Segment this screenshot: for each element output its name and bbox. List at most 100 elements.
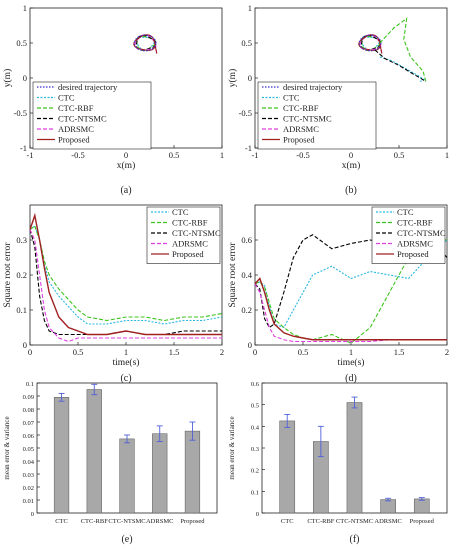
series-line-ctc-ntsmc (29, 229, 222, 336)
chart-panel-b: -1 -0.5 0 0.5 1 -1 -0.5 0 0.5 1 x(m) y(m) desired tr… (227, 3, 449, 196)
chart-panel-a: -1 -0.5 0 0.5 1 -1 -0.5 0 0.5 1 x(m) y(m) desired tr… (2, 3, 224, 196)
x-axis-label: time(s) (338, 357, 365, 368)
legend-entry: Proposed (172, 249, 204, 259)
y-tick-label: 0.1 (16, 305, 27, 315)
drift-ctc-rbf (379, 17, 427, 82)
chart-panel-e: 0 0.01 0.02 0.03 0.04 0.05 0.06 0.07 0.08 0.09 0.1… (3, 381, 218, 545)
chart-panel-d: 0 0.2 0.4 0.6 0 0.5 1 1.5 2 time(s) Square root er… (228, 204, 449, 384)
x-tick-label: 0 (124, 150, 128, 160)
bar (86, 389, 102, 514)
panel-caption: (a) (120, 185, 131, 196)
y-tick-label: 1 (23, 3, 27, 13)
y-tick-label: -0.5 (239, 108, 252, 118)
legend-entry: CTC-NTSMC (172, 228, 221, 238)
y-axis-label: mean error & variance (3, 416, 11, 479)
y-tick-label: 0.04 (23, 459, 35, 466)
x-tick-label: 1 (124, 347, 128, 357)
legend-entry: ADRSMC (283, 124, 319, 134)
legend-entry: CTC-RBF (172, 218, 208, 228)
y-tick-label: 0.4 (251, 424, 260, 431)
category-label: CTC-RBF (307, 518, 334, 525)
y-tick-label: -1 (245, 143, 252, 153)
legend-entry: CTC (397, 207, 414, 217)
y-tick-label: 0 (248, 340, 252, 350)
legend-entry: CTC-RBF (58, 103, 94, 113)
category-label: ADRSMC (146, 518, 173, 525)
bar (152, 433, 168, 514)
category-label: CTC (281, 518, 294, 525)
x-tick-label: 1 (220, 150, 224, 160)
y-tick-label: 0.2 (241, 305, 252, 315)
y-tick-label: 0.6 (241, 235, 252, 245)
x-tick-label: 1.5 (169, 347, 180, 357)
x-tick-label: 1.5 (394, 347, 405, 357)
y-tick-label: 0.5 (251, 403, 259, 410)
x-tick-label: -0.5 (296, 150, 309, 160)
category-label: CTC (55, 518, 68, 525)
x-tick-label: 1 (349, 347, 353, 357)
y-tick-label: 0.01 (23, 498, 34, 505)
y-axis-label: Square root error (228, 242, 238, 308)
category-label: ADRSMC (374, 518, 401, 525)
chart-panel-f: 0 0.1 0.2 0.3 0.4 0.5 0.6 mean error & variance… (228, 381, 448, 545)
x-tick-label: 0.5 (394, 150, 405, 160)
trajectory-adrsmc (134, 34, 158, 54)
legend-entry: CTC-NTSMC (283, 114, 332, 124)
bar (53, 397, 70, 514)
y-tick-label: 0.03 (23, 472, 34, 479)
legend-entry: CTC-RBF (397, 218, 433, 228)
x-tick-label: -1 (251, 150, 258, 160)
trajectory-adrsmc (359, 34, 383, 54)
y-tick-label: 0 (256, 511, 259, 518)
category-label: CTC-NTSMC (108, 518, 145, 525)
bar (413, 498, 430, 514)
y-tick-label: -1 (20, 143, 27, 153)
y-tick-label: 0 (23, 73, 27, 83)
bar (346, 402, 363, 514)
y-tick-label: 1 (248, 3, 252, 13)
x-axis-label: x(m) (342, 160, 360, 171)
x-axis-label: x(m) (117, 160, 135, 171)
category-label: Proposed (180, 518, 205, 525)
legend-entry: ADRSMC (58, 124, 94, 134)
y-axis-label: y(m) (2, 69, 13, 87)
x-tick-label: 0 (28, 347, 32, 357)
series-line-adrsmc (29, 229, 222, 343)
legend-entry: CTC (172, 207, 189, 217)
y-tick-label: 0.07 (23, 420, 35, 427)
legend-entry: CTC (58, 93, 75, 103)
panel-caption: (e) (121, 534, 132, 545)
panel-caption: (f) (350, 534, 360, 545)
series-line-ctc-ntsmc (254, 234, 448, 329)
trajectory-ctc-ntsmc (135, 34, 157, 51)
x-tick-label: 2 (445, 347, 449, 357)
category-label: CTC-RBF (81, 518, 108, 525)
trajectory-desired (358, 34, 382, 52)
y-tick-label: 0.6 (251, 381, 260, 388)
x-axis-label: time(s) (113, 357, 140, 368)
x-tick-label: 0 (349, 150, 353, 160)
legend-entry: CTC-NTSMC (58, 114, 107, 124)
legend-box (257, 81, 377, 150)
panel-caption: (b) (345, 185, 357, 196)
category-label: CTC-NTSMC (336, 518, 373, 525)
y-tick-label: 0.4 (241, 270, 252, 280)
y-tick-label: 0.02 (23, 485, 34, 492)
bar (380, 499, 396, 514)
y-tick-label: 0.5 (241, 38, 252, 48)
y-tick-label: 0.05 (23, 446, 34, 453)
bar (119, 438, 135, 514)
legend-entry: Proposed (397, 249, 429, 259)
y-tick-label: 0 (31, 511, 34, 518)
panel-caption: (d) (345, 373, 357, 384)
x-tick-label: -0.5 (71, 150, 84, 160)
y-tick-label: 0.09 (23, 394, 34, 401)
y-tick-label: 0.06 (23, 433, 35, 440)
y-tick-label: 0.1 (26, 381, 34, 388)
y-axis-label: mean error & variance (228, 416, 236, 479)
legend-entry: CTC-RBF (283, 103, 319, 113)
y-tick-label: 0.2 (16, 270, 27, 280)
category-label: Proposed (410, 518, 435, 525)
x-tick-label: 1 (445, 150, 449, 160)
